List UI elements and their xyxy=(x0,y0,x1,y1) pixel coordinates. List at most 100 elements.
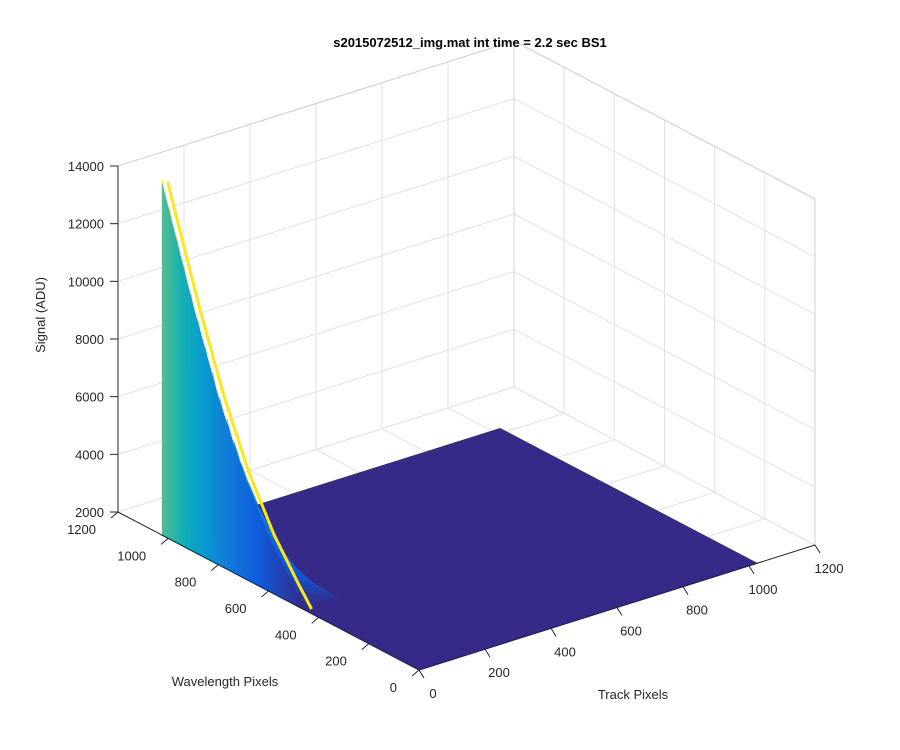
surface-patch xyxy=(229,430,232,573)
surface-patch xyxy=(195,315,199,555)
surface-patch xyxy=(205,350,208,560)
surface-patch xyxy=(209,367,213,563)
surface-patch xyxy=(183,268,187,549)
surface-patch xyxy=(193,306,196,554)
surface-patch xyxy=(274,549,278,597)
x-tick-label: 1200 xyxy=(815,561,844,576)
grid-line xyxy=(117,98,515,225)
y-tick-label: 1000 xyxy=(117,548,146,563)
surface-patch xyxy=(171,221,175,543)
z-tick-label: 14000 xyxy=(68,159,104,174)
surface-patch xyxy=(178,249,182,546)
surface-patch xyxy=(176,240,180,545)
surface-patch xyxy=(264,528,269,592)
surface-patch xyxy=(224,416,228,570)
surface-patch xyxy=(190,297,194,552)
surface-patch xyxy=(262,522,266,590)
x-tick-mark xyxy=(616,607,623,616)
tick-labels: 0200400600800100012000200400600800100012… xyxy=(67,159,843,701)
surface-patch xyxy=(286,573,290,603)
surface-patch xyxy=(248,486,252,583)
surface-patch xyxy=(207,358,211,561)
x-axis-label: Track Pixels xyxy=(598,687,669,702)
grid-line xyxy=(117,155,515,282)
y-tick-label: 200 xyxy=(325,654,347,669)
surface-patch xyxy=(219,401,223,568)
grid-line xyxy=(513,155,816,315)
wall-edge xyxy=(513,40,816,200)
surface-patch xyxy=(233,445,237,575)
wall-edge xyxy=(117,40,515,167)
surface-patch xyxy=(241,467,244,579)
surface-patch xyxy=(245,480,249,581)
surface-patch xyxy=(269,539,273,594)
surface-patch xyxy=(212,376,216,564)
x-tick-mark xyxy=(418,669,425,679)
y-tick-mark xyxy=(160,537,169,545)
surface-patch xyxy=(288,578,293,604)
surface-patch xyxy=(281,563,285,600)
surface-ridge xyxy=(166,181,313,610)
surface-patch xyxy=(243,474,247,580)
surface-patch xyxy=(217,393,220,566)
x-tick-mark xyxy=(484,648,491,658)
x-tick-label: 600 xyxy=(620,624,642,639)
x-tick-mark xyxy=(550,628,557,637)
surface-patch xyxy=(200,332,204,558)
surface-patch xyxy=(279,558,283,599)
surface-patch xyxy=(231,438,235,574)
surface-patch xyxy=(276,553,281,598)
y-tick-label: 600 xyxy=(225,601,247,616)
z-tick-label: 10000 xyxy=(68,274,104,289)
x-tick-mark xyxy=(682,586,689,595)
grid-line xyxy=(513,328,816,488)
y-tick-mark xyxy=(261,590,269,598)
x-tick-label: 400 xyxy=(554,644,576,659)
surface-patch xyxy=(188,287,192,551)
z-tick-label: 4000 xyxy=(75,447,104,462)
y-axis-label: Wavelength Pixels xyxy=(172,674,279,689)
surface-patch xyxy=(236,452,240,577)
y-tick-mark xyxy=(361,643,370,651)
surface-patch xyxy=(161,183,165,537)
y-tick-mark xyxy=(311,616,319,624)
x-tick-label: 800 xyxy=(686,603,708,618)
surface-patch xyxy=(255,504,259,587)
grid-line xyxy=(513,271,816,431)
chart-title: s2015072512_img.mat int time = 2.2 sec B… xyxy=(333,35,607,50)
surface-patch xyxy=(253,498,256,585)
grid-line xyxy=(513,213,816,373)
surface-patch xyxy=(272,544,276,595)
y-tick-label: 800 xyxy=(175,575,197,590)
surface-patch xyxy=(221,409,225,569)
surface-patch xyxy=(284,568,288,602)
y-tick-label: 0 xyxy=(390,680,397,695)
surface-patch xyxy=(238,460,242,578)
surface-patch xyxy=(250,492,254,584)
surface-patch xyxy=(202,341,206,559)
surface-patch xyxy=(166,202,170,540)
surface-patch xyxy=(267,534,271,593)
x-tick-label: 200 xyxy=(488,665,510,680)
y-tick-label: 1200 xyxy=(67,522,96,537)
z-axis-label: Signal (ADU) xyxy=(33,277,48,353)
z-tick-label: 6000 xyxy=(75,390,104,405)
surface-patch xyxy=(169,211,172,541)
y-tick-label: 400 xyxy=(275,627,297,642)
x-tick-label: 0 xyxy=(429,686,436,701)
z-tick-label: 12000 xyxy=(68,217,104,232)
surface-patch xyxy=(185,278,189,550)
surface-patch xyxy=(226,423,230,571)
z-tick-label: 2000 xyxy=(75,505,104,520)
surface-patch xyxy=(197,324,201,556)
x-tick-mark xyxy=(814,544,821,554)
surface-patch xyxy=(257,510,261,588)
x-tick-mark xyxy=(748,565,755,575)
surface xyxy=(160,179,759,671)
grid-line xyxy=(513,98,816,258)
surface-patch xyxy=(260,516,264,589)
y-tick-mark xyxy=(211,564,219,572)
y-tick-mark xyxy=(411,669,420,677)
x-tick-label: 1000 xyxy=(749,582,778,597)
